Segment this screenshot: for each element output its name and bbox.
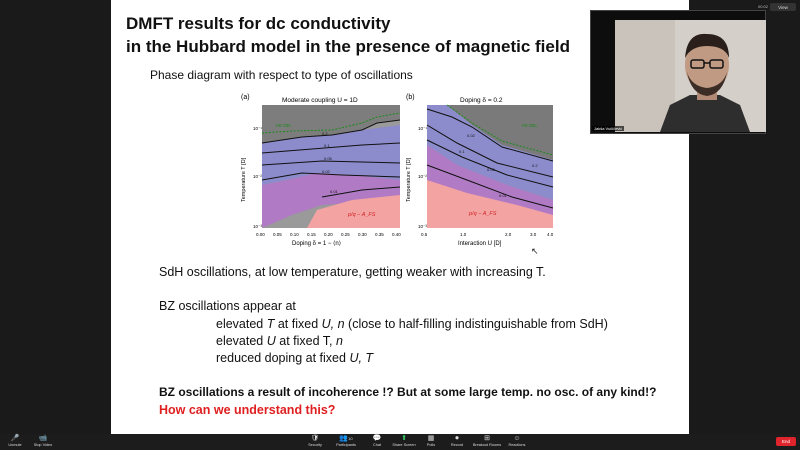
svg-text:0.20: 0.20: [324, 232, 333, 237]
chat-button[interactable]: 💬 Chat: [362, 435, 392, 448]
svg-text:1.0: 1.0: [460, 232, 467, 237]
meeting-timer: 00:02: [758, 4, 769, 9]
svg-text:no osc.: no osc.: [276, 123, 292, 129]
microphone-muted-icon: 🎤: [10, 435, 20, 442]
svg-text:0.01: 0.01: [330, 189, 339, 194]
view-button[interactable]: View: [770, 3, 796, 11]
polls-icon: ▦: [427, 435, 435, 442]
svg-text:0.1: 0.1: [324, 143, 330, 148]
svg-text:0.35: 0.35: [375, 232, 384, 237]
svg-text:0.02: 0.02: [322, 169, 331, 174]
svg-text:0.40: 0.40: [392, 232, 401, 237]
svg-text:10⁻²: 10⁻²: [418, 174, 427, 179]
slide-title-line1: DMFT results for dc conductivity: [126, 14, 391, 33]
stop-video-button[interactable]: 📹 Stop Video: [28, 435, 58, 448]
slide-title-line2: in the Hubbard model in the presence of …: [126, 37, 570, 56]
svg-text:10⁻³: 10⁻³: [418, 224, 427, 229]
conclusion-text: BZ oscillations a result of incoherence …: [159, 385, 657, 399]
panel-b-tag: (b): [406, 94, 415, 101]
svg-text:Interaction U [D]: Interaction U [D]: [458, 241, 502, 247]
panel-b-heading: Doping δ = 0.2: [460, 97, 503, 104]
video-camera-icon: 📹: [38, 435, 48, 442]
svg-text:0.10: 0.10: [290, 232, 299, 237]
svg-text:Temperature T [D]: Temperature T [D]: [406, 157, 412, 202]
meeting-toolbar: [0, 434, 800, 450]
svg-text:10⁻³: 10⁻³: [253, 224, 262, 229]
svg-text:p/q − A_FS: p/q − A_FS: [468, 211, 497, 217]
participant-count: 10: [348, 436, 353, 441]
slide-subtitle: Phase diagram with respect to type of os…: [150, 68, 413, 82]
svg-text:0.1: 0.1: [459, 149, 465, 154]
mouse-cursor: ↖: [531, 246, 539, 256]
svg-text:0.25: 0.25: [341, 232, 350, 237]
polls-button[interactable]: ▦ Polls: [416, 435, 446, 448]
phase-diagram-b: (b) Doping δ = 0.2 0.02 0.1 0.05 0.01 0.…: [398, 90, 568, 250]
svg-text:0.05: 0.05: [324, 156, 333, 161]
participant-video: [615, 20, 766, 132]
bz-item-3: reduced doping at fixed U, T: [216, 351, 374, 365]
bz-item-2: elevated U at fixed T, n: [216, 334, 343, 348]
svg-text:10⁻¹: 10⁻¹: [253, 126, 262, 131]
svg-text:0.02: 0.02: [467, 133, 476, 138]
participants-button[interactable]: 👥10 Participants: [331, 435, 361, 448]
svg-text:0.30: 0.30: [358, 232, 367, 237]
svg-text:10⁻²: 10⁻²: [253, 174, 262, 179]
breakout-rooms-button[interactable]: ⊞ Breakout Rooms: [472, 435, 502, 447]
svg-text:0.2: 0.2: [322, 131, 328, 136]
svg-text:2.0: 2.0: [505, 232, 512, 237]
share-screen-button[interactable]: ⬆ Share Screen: [389, 435, 419, 448]
end-meeting-button[interactable]: End: [776, 437, 796, 446]
record-button[interactable]: ⏺ Record: [442, 435, 472, 448]
svg-text:0.01: 0.01: [499, 193, 508, 198]
participant-name-label: Jakša Vučičević: [592, 126, 625, 131]
shield-icon: 🛡: [310, 435, 320, 442]
svg-text:0.00: 0.00: [256, 232, 265, 237]
phase-diagram-a: (a) Moderate coupling U = 1D 0.2 0.1 0.0…: [237, 90, 407, 250]
svg-text:no osc.: no osc.: [522, 123, 538, 129]
panel-a-heading: Moderate coupling U = 1D: [282, 97, 358, 104]
svg-text:0.2: 0.2: [532, 163, 538, 168]
panel-a-tag: (a): [241, 94, 250, 101]
unmute-button[interactable]: 🎤 Unmute: [0, 435, 30, 448]
svg-text:0.5: 0.5: [421, 232, 428, 237]
bz-intro-text: BZ oscillations appear at: [159, 299, 296, 313]
svg-text:3.0: 3.0: [530, 232, 537, 237]
svg-text:10⁻¹: 10⁻¹: [418, 126, 427, 131]
security-button[interactable]: 🛡 Security: [300, 435, 330, 448]
bz-item-1: elevated T at fixed U, n (close to half-…: [216, 317, 608, 331]
breakout-rooms-icon: ⊞: [484, 435, 490, 442]
reactions-icon: ☺: [513, 435, 521, 442]
record-icon: ⏺: [455, 435, 459, 442]
svg-text:0.15: 0.15: [307, 232, 316, 237]
chat-icon: 💬: [372, 435, 382, 442]
question-text: How can we understand this?: [159, 403, 336, 417]
svg-text:p/q − A_FS: p/q − A_FS: [347, 212, 376, 218]
svg-text:Temperature T [D]: Temperature T [D]: [241, 157, 247, 202]
svg-text:Doping δ = 1 − ⟨n⟩: Doping δ = 1 − ⟨n⟩: [292, 240, 341, 247]
reactions-button[interactable]: ☺ Reactions: [502, 435, 532, 448]
svg-text:0.05: 0.05: [273, 232, 282, 237]
sdh-text: SdH oscillations, at low temperature, ge…: [159, 265, 546, 279]
share-screen-icon: ⬆: [401, 435, 407, 442]
svg-text:4.0: 4.0: [547, 232, 554, 237]
participants-icon: 👥10: [339, 435, 353, 442]
svg-text:0.05: 0.05: [487, 167, 496, 172]
